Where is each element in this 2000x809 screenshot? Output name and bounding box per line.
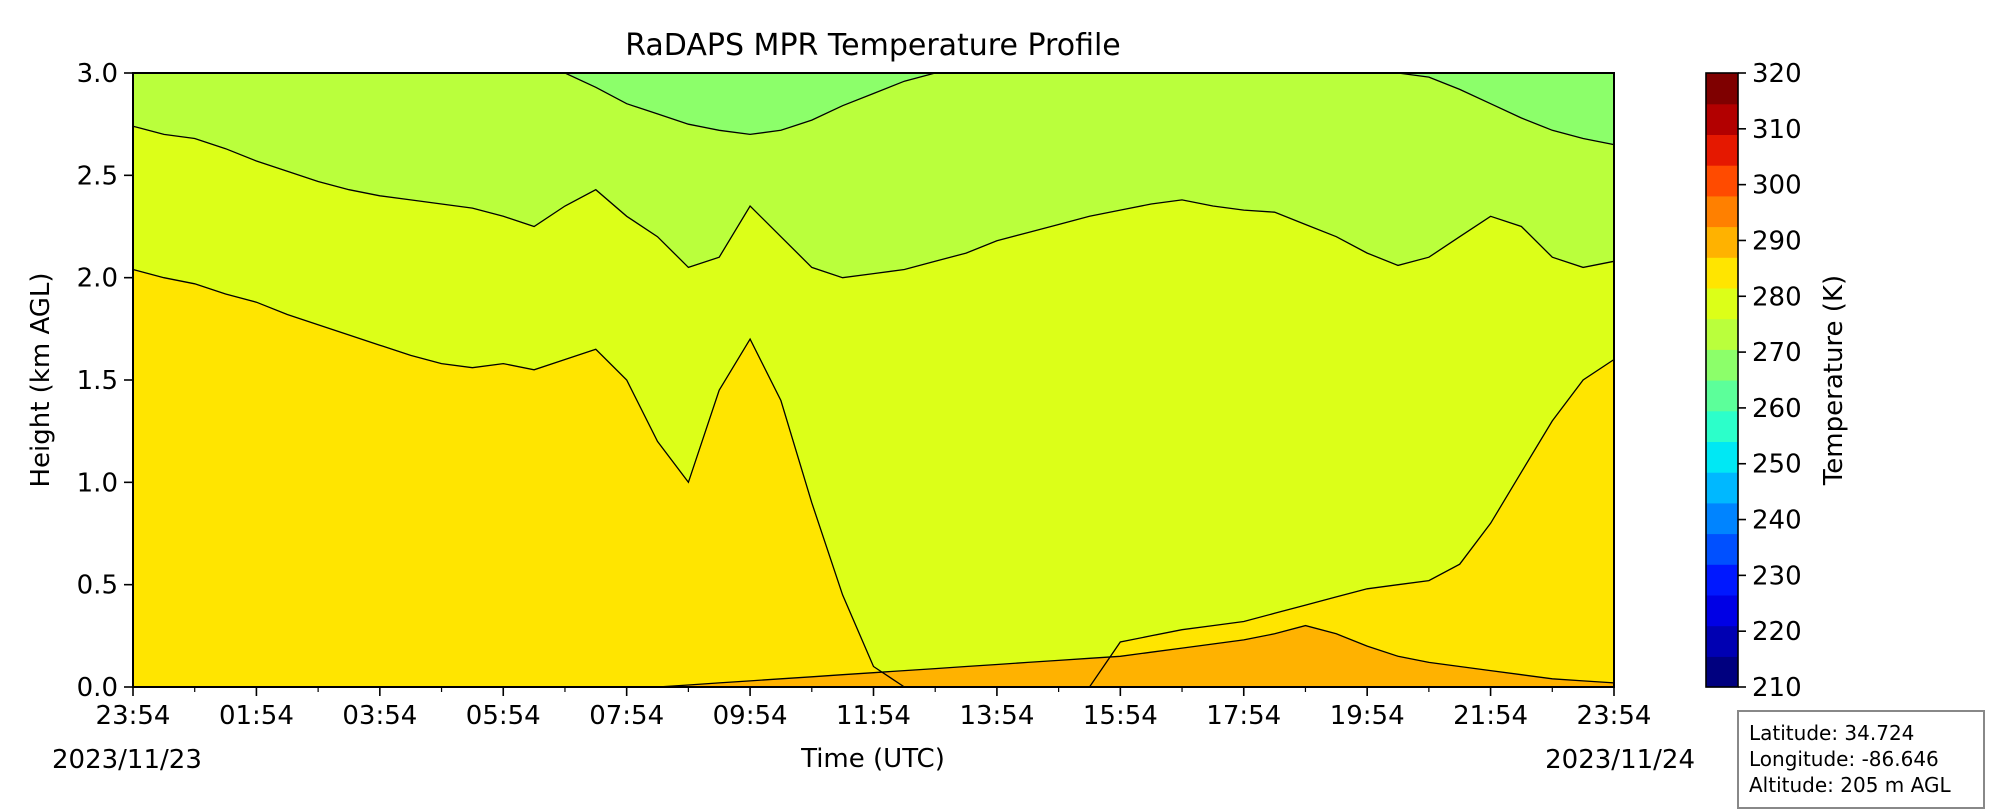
y-tick-label: 1.5 — [77, 366, 118, 396]
colorbar-segment — [1706, 533, 1738, 565]
x-tick-label: 03:54 — [342, 701, 417, 731]
x-tick-label: 19:54 — [1330, 701, 1405, 731]
colorbar-segment — [1706, 656, 1738, 688]
x-tick-label: 23:54 — [96, 701, 171, 731]
colorbar-segment — [1706, 195, 1738, 228]
y-tick-label: 0.5 — [77, 571, 118, 601]
colorbar-segment — [1706, 165, 1738, 197]
y-tick-label: 0.0 — [77, 673, 118, 703]
x-tick-label: 15:54 — [1083, 701, 1158, 731]
x-tick-label: 23:54 — [1577, 701, 1652, 731]
chart-title: RaDAPS MPR Temperature Profile — [625, 28, 1121, 63]
fill-region-280-290 — [133, 269, 1614, 687]
colorbar-segment — [1706, 380, 1738, 412]
x-tick-label: 13:54 — [959, 701, 1034, 731]
colorbar-tick-label: 230 — [1752, 561, 1802, 591]
colorbar-segment — [1706, 287, 1738, 320]
altitude-text: Altitude: 205 m AGL — [1749, 773, 1951, 797]
x-tick-label: 09:54 — [713, 701, 788, 731]
x-tick-label: 05:54 — [466, 701, 541, 731]
x-start-date: 2023/11/23 — [52, 745, 202, 775]
x-tick-label: 11:54 — [836, 701, 911, 731]
colorbar-label: Temperature (K) — [1819, 275, 1849, 486]
colorbar-tick-label: 300 — [1752, 171, 1802, 201]
colorbar: 210 220 230 240 250 260 270 280 290 300 310 320 — [1705, 59, 1802, 703]
y-tick-label: 3.0 — [77, 59, 118, 89]
contour-line-280k — [132, 268, 1615, 688]
colorbar-frame — [1705, 72, 1739, 688]
colorbar-segment — [1706, 594, 1738, 627]
colorbar-tick-label: 250 — [1752, 450, 1802, 480]
colorbar-segment — [1706, 103, 1738, 135]
station-info-box: Latitude: 34.724 Longitude: -86.646 Alti… — [1737, 710, 1985, 809]
contour-line-270k — [132, 125, 1615, 279]
x-tick-label: 07:54 — [589, 701, 664, 731]
colorbar-segment — [1706, 502, 1738, 535]
x-axis-label: Time (UTC) — [800, 744, 945, 774]
colorbar-segment — [1706, 134, 1738, 166]
colorbar-segment — [1706, 318, 1738, 350]
colorbar-segment — [1706, 226, 1738, 258]
longitude-text: Longitude: -86.646 — [1749, 747, 1939, 771]
y-axis-label: Height (km AGL) — [26, 272, 56, 487]
contour-fills — [133, 73, 1614, 687]
x-tick-label: 17:54 — [1206, 701, 1281, 731]
colorbar-segment — [1706, 257, 1738, 289]
x-end-date: 2023/11/24 — [1545, 745, 1695, 775]
y-tick-label: 2.5 — [77, 161, 118, 191]
colorbar-tick-label: 210 — [1752, 673, 1802, 703]
latitude-text: Latitude: 34.724 — [1749, 721, 1915, 745]
x-axis: 23:54 01:54 03:54 05:54 07:54 09:54 11:54 13:54… — [96, 687, 1652, 731]
colorbar-segment — [1706, 73, 1738, 105]
colorbar-segment — [1706, 441, 1738, 473]
colorbar-tick-label: 260 — [1752, 394, 1802, 424]
colorbar-tick-label: 240 — [1752, 506, 1802, 536]
y-tick-label: 1.0 — [77, 468, 118, 498]
colorbar-tick-label: 280 — [1752, 282, 1802, 312]
colorbar-tick-label: 310 — [1752, 115, 1802, 145]
colorbar-segment — [1706, 472, 1738, 504]
colorbar-segment — [1706, 564, 1738, 596]
x-tick-label: 21:54 — [1453, 701, 1528, 731]
colorbar-tick-label: 220 — [1752, 617, 1802, 647]
colorbar-tick-label: 320 — [1752, 59, 1802, 89]
colorbar-tick-label: 270 — [1752, 338, 1802, 368]
y-axis: 0.0 0.5 1.0 1.5 2.0 2.5 3.0 — [77, 59, 133, 703]
x-tick-label: 01:54 — [219, 701, 294, 731]
fill-region-below-290 — [133, 625, 1614, 687]
y-tick-label: 2.0 — [77, 264, 118, 294]
colorbar-segment — [1706, 349, 1738, 381]
colorbar-segment — [1706, 410, 1738, 442]
colorbar-segment — [1706, 625, 1738, 657]
colorbar-tick-label: 290 — [1752, 226, 1802, 256]
